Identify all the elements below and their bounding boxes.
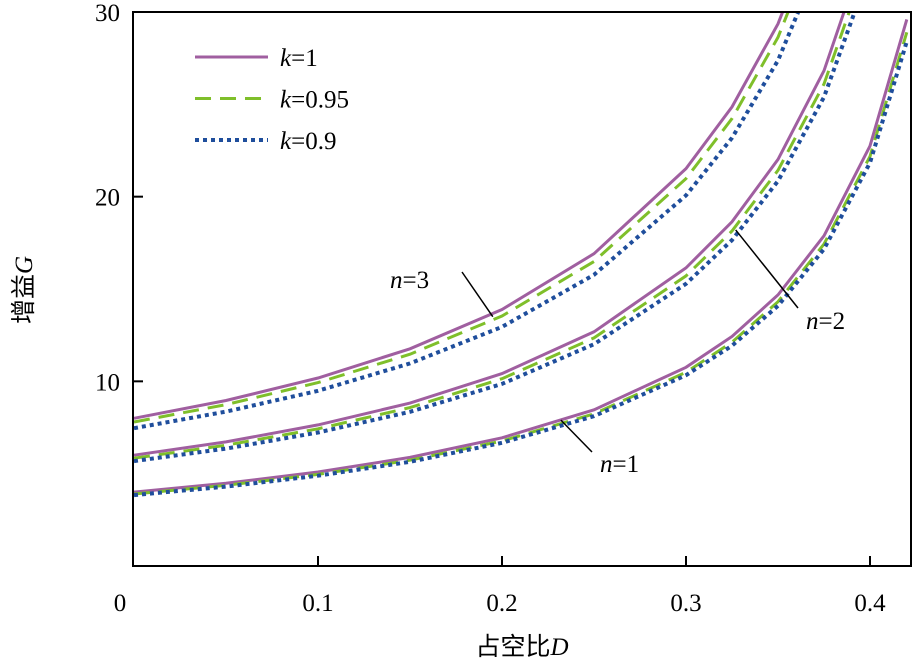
series-line-n-2-k-0.95 bbox=[133, 12, 851, 460]
y-axis-label: 增益G bbox=[10, 256, 38, 324]
legend-label: k=1 bbox=[280, 45, 318, 72]
annotations: n=3 n=2 n=1 bbox=[390, 229, 845, 478]
annotation-label: n=1 bbox=[600, 451, 639, 478]
x-tick-label: 0.2 bbox=[486, 590, 517, 617]
legend-label: k=0.9 bbox=[280, 128, 336, 155]
x-tick-label: 0.1 bbox=[302, 590, 333, 617]
y-tick-label: 10 bbox=[95, 369, 120, 396]
x-tick-label: 0 bbox=[114, 590, 127, 617]
series-line-n-1-k-0.95 bbox=[133, 31, 909, 496]
series-line-n-2-k-0.9 bbox=[133, 12, 857, 464]
series-line-n-1-k-1 bbox=[133, 18, 909, 494]
x-tick-label: 0.3 bbox=[670, 590, 701, 617]
annotation-leader-line bbox=[735, 229, 799, 309]
plot-frame bbox=[132, 11, 912, 567]
series-line-n-3-k-1 bbox=[133, 12, 785, 420]
axis-ticks: 0 0.1 0.2 0.3 0.4 10 20 30 bbox=[95, 0, 886, 617]
y-tick-label: 30 bbox=[95, 0, 120, 27]
series-curves bbox=[133, 12, 909, 498]
annotation-label: n=2 bbox=[806, 308, 845, 335]
legend: k=1 k=0.95 k=0.9 bbox=[195, 45, 349, 155]
y-tick-label: 20 bbox=[95, 185, 120, 212]
x-tick-label: 0.4 bbox=[854, 590, 886, 617]
series-line-n-3-k-0.95 bbox=[133, 12, 790, 424]
x-axis-label: 占空比D bbox=[475, 633, 568, 661]
legend-label: k=0.95 bbox=[280, 87, 349, 114]
annotation-leader-line bbox=[560, 419, 593, 453]
series-line-n-2-k-1 bbox=[133, 12, 846, 457]
annotation-leader-line bbox=[461, 271, 494, 318]
annotation-label: n=3 bbox=[390, 267, 429, 294]
series-line-n-1-k-0.9 bbox=[133, 40, 909, 498]
